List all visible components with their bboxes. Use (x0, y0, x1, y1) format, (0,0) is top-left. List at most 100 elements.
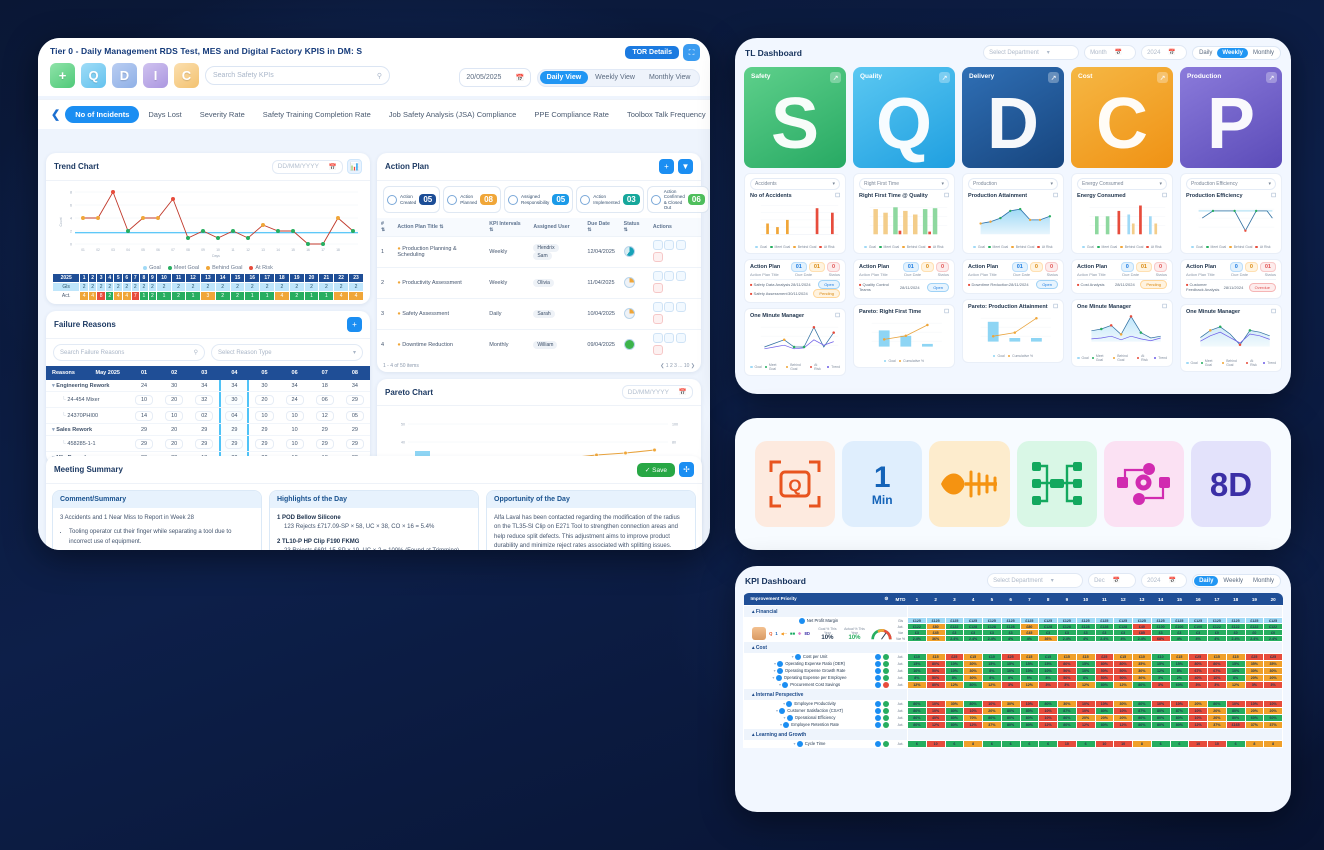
q-card-tool[interactable]: Q (755, 441, 836, 527)
kpi-view-daily[interactable]: Daily (1194, 575, 1219, 586)
add-failure-reason-button[interactable]: + (347, 317, 362, 332)
reason-type-select[interactable]: Select Reason Type ▾ (211, 344, 363, 361)
tab-toolbox-talk[interactable]: Toolbox Talk Frequency (626, 110, 706, 119)
chart-expand-icon[interactable]: ☐ (1271, 193, 1276, 199)
delivery-icon[interactable]: D (112, 63, 137, 88)
sqdcp-card-cost[interactable]: Cost ↗ C (1071, 67, 1173, 168)
action-stat[interactable]: Action Created 05 (383, 186, 441, 214)
eight-d-tool[interactable]: 8D (1190, 441, 1272, 527)
chart-expand-icon[interactable]: ☐ (1053, 304, 1058, 310)
chart-expand-icon[interactable]: ☐ (1162, 304, 1167, 310)
department-select[interactable]: Select Department ▾ (983, 45, 1080, 60)
process-map-tool[interactable] (1016, 441, 1097, 527)
tab-jsa-compliance[interactable]: Job Safety Analysis (JSA) Compliance (388, 110, 517, 119)
chart-expand-icon[interactable]: ☐ (1162, 193, 1167, 199)
action-stat[interactable]: Action Implemented 03 (576, 186, 644, 214)
cost-icon[interactable]: C (174, 63, 199, 88)
filter-icon[interactable]: ▼ (678, 159, 693, 174)
expand-icon[interactable]: ↗ (830, 72, 841, 83)
trend-date-filter[interactable]: DD/MM/YYYY 📅 (271, 159, 343, 174)
quality-icon[interactable]: Q (81, 63, 106, 88)
kpi-group-row[interactable]: ▴ Financial (743, 605, 1283, 618)
expand-icon[interactable]: ↗ (1266, 72, 1277, 83)
kpi-group-row[interactable]: ▴ Cost (743, 641, 1283, 654)
sqdcp-card-delivery[interactable]: Delivery ↗ D (962, 67, 1064, 168)
sqdcp-card-production[interactable]: Production ↗ P (1180, 67, 1282, 168)
chart-expand-icon[interactable]: ☐ (944, 193, 949, 199)
expand-icon[interactable]: ⛶ (683, 44, 700, 61)
add-action-button[interactable]: + (659, 159, 674, 174)
kpi-view-weekly[interactable]: Weekly (1223, 577, 1243, 584)
view-weekly[interactable]: Weekly View (595, 74, 635, 81)
inventory-icon[interactable]: I (143, 63, 168, 88)
tl-view-monthly[interactable]: Monthly (1252, 49, 1274, 56)
kpi-metric-name[interactable]: ▾ Cost per Unit (743, 653, 894, 661)
workflow-tool[interactable] (1103, 441, 1184, 527)
chart-expand-icon[interactable]: ☐ (835, 193, 840, 199)
view-monthly[interactable]: Monthly View (648, 74, 691, 81)
kpi-metric-name[interactable]: ▾ Operating Expense Ratio (OER) (743, 660, 894, 668)
avatar (752, 627, 767, 640)
failure-search-input[interactable]: Search Failure Reasons ⚲ (53, 344, 205, 361)
chart-expand-icon[interactable]: ☐ (1053, 193, 1058, 199)
tabs-prev-icon[interactable]: ❮ (51, 109, 61, 121)
action-stat[interactable]: Assigned Responsibility 05 (504, 186, 574, 214)
save-button[interactable]: ✓ Save (636, 462, 675, 477)
month-select[interactable]: Month 📅 (1084, 45, 1137, 60)
metric-select[interactable]: Accidents ▾ (750, 178, 840, 190)
view-daily[interactable]: Daily View (539, 71, 589, 84)
tab-days-lost[interactable]: Days Lost (148, 110, 182, 119)
action-plan-pagination[interactable]: ❮ 1 2 3 ... 10 ❯ (660, 363, 695, 370)
chart-expand-icon[interactable]: ☐ (944, 309, 949, 315)
kpi-metric-name[interactable]: ▾ Procurement Cost Savings (743, 681, 894, 689)
metric-select[interactable]: Energy Consumed ▾ (1077, 178, 1167, 190)
kpi-metric-name[interactable]: ▾ Employee Productivity (743, 700, 894, 708)
one-minute-tool[interactable]: 1 Min (842, 441, 923, 527)
sqdcp-card-safety[interactable]: Safety ↗ S (744, 67, 846, 168)
chart-expand-icon[interactable]: ☐ (835, 313, 840, 319)
kpi-month-select[interactable]: Dec 📅 (1088, 573, 1137, 588)
kpi-group-row[interactable]: ▴ Learning and Growth (743, 728, 1283, 741)
ap-actions[interactable] (648, 236, 701, 268)
kpi-metric-name[interactable]: ▾ Operational Efficiency (743, 714, 894, 722)
expand-icon[interactable]: ↗ (1157, 72, 1168, 83)
chart-expand-icon[interactable]: ☐ (1271, 309, 1276, 315)
expand-meeting-icon[interactable]: ✢ (679, 462, 694, 477)
search-input[interactable]: Search Safety KPIs ⚲ (205, 66, 390, 85)
tl-view-weekly[interactable]: Weekly (1217, 47, 1248, 58)
kpi-metric-name[interactable]: ▾ Customer Satisfaction (CSAT) (743, 707, 894, 715)
kpi-department-select[interactable]: Select Department ▾ (987, 573, 1084, 588)
kpi-year-select[interactable]: 2024 📅 (1141, 573, 1188, 588)
metric-select[interactable]: Right First Time ▾ (859, 178, 949, 190)
metric-select[interactable]: Production ▾ (968, 178, 1058, 190)
ap-actions[interactable] (648, 329, 701, 361)
tab-no-of-incidents[interactable]: No of Incidents (65, 106, 140, 123)
add-kpi-icon[interactable]: + (50, 63, 75, 88)
sqdcp-card-quality[interactable]: Quality ↗ Q (853, 67, 955, 168)
expand-icon[interactable]: ↗ (1048, 72, 1059, 83)
kpi-group-row[interactable]: ▴ Internal Perspective (743, 688, 1283, 701)
expand-icon[interactable]: ↗ (939, 72, 950, 83)
tab-safety-training[interactable]: Safety Training Completion Rate (262, 110, 371, 119)
kpi-metric-name[interactable]: ▾ Employee Retention Rate (743, 721, 894, 729)
pareto-date-filter[interactable]: DD/MM/YYYY 📅 (621, 385, 693, 400)
action-stat[interactable]: Action Confirmed & Closed Out 06 (646, 186, 709, 214)
action-stat[interactable]: Action Planned 08 (443, 186, 502, 214)
ap-actions[interactable] (648, 267, 701, 299)
year-select[interactable]: 2024 📅 (1141, 45, 1188, 60)
kpi-metric-name[interactable]: ▾ Operating Expense per Employee (743, 674, 894, 682)
tab-ppe-compliance[interactable]: PPE Compliance Rate (534, 110, 609, 119)
kpi-metric-name[interactable]: ▾ Cycle Time (743, 740, 894, 748)
metric-select[interactable]: Production Efficiency ▾ (1186, 178, 1276, 190)
chart-type-icon[interactable]: 📊 (347, 159, 362, 174)
fishbone-tool[interactable] (929, 441, 1010, 527)
kpi-value-cell: 10% (1075, 700, 1096, 708)
tl-view-daily[interactable]: Daily (1199, 49, 1213, 56)
kpi-metric-name[interactable]: ▾ Operating Expense Growth Rate (743, 667, 894, 675)
kpi-view-monthly[interactable]: Monthly (1252, 577, 1274, 584)
ap-actions[interactable] (648, 298, 701, 330)
tab-severity-rate[interactable]: Severity Rate (199, 110, 245, 119)
tor-details-button[interactable]: TOR Details (625, 46, 679, 59)
date-input[interactable]: 20/05/2025 📅 (459, 68, 532, 87)
